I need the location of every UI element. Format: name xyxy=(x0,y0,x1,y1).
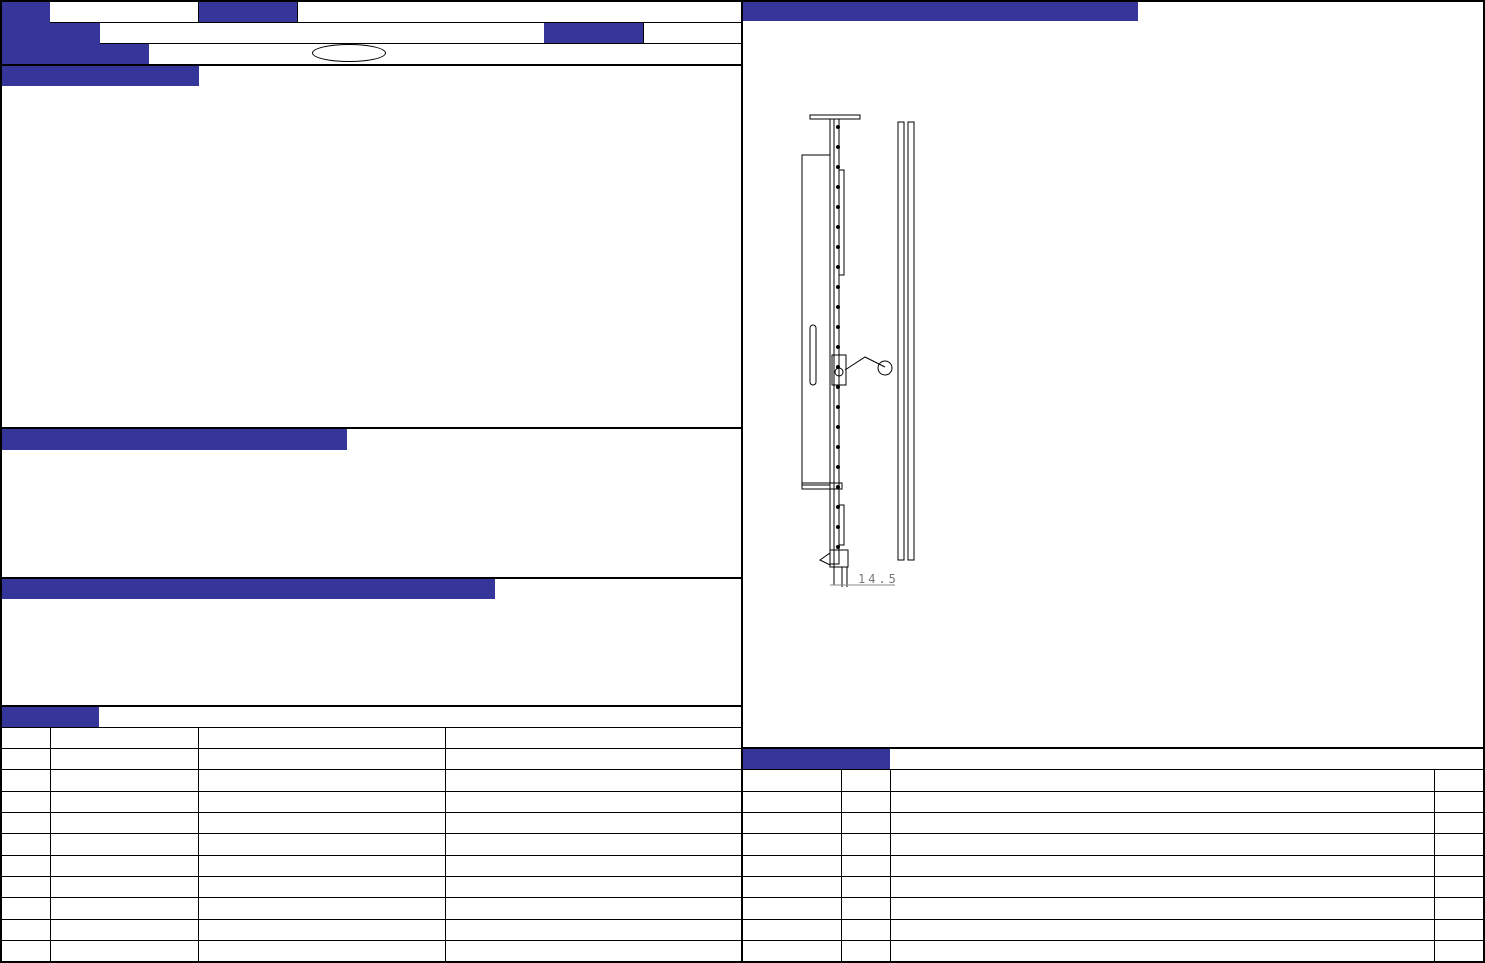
grid-line xyxy=(0,812,742,813)
gauge-drawing: 14.5 xyxy=(801,114,915,587)
hole-mark xyxy=(836,205,840,209)
hole-mark xyxy=(836,325,840,329)
grid-line xyxy=(445,727,446,963)
hole-mark xyxy=(836,505,840,509)
hole-mark xyxy=(836,265,840,269)
grid-line xyxy=(0,897,742,898)
header-label-cell xyxy=(544,22,643,43)
section-header xyxy=(2,579,495,599)
drawing-header xyxy=(743,2,1138,21)
hole-mark xyxy=(836,345,840,349)
grid-line xyxy=(50,727,51,963)
grid-line xyxy=(742,769,1485,770)
grid-line xyxy=(0,876,742,877)
hole-mark xyxy=(836,145,840,149)
grid-line xyxy=(742,855,1485,856)
grid-line xyxy=(742,897,1485,898)
grid-line xyxy=(742,791,1485,792)
grid-line xyxy=(841,769,842,963)
dimension-label: 14.5 xyxy=(858,572,899,586)
grid-line xyxy=(1434,769,1435,963)
grid-line xyxy=(742,812,1485,813)
hole-mark xyxy=(836,485,840,489)
section-header xyxy=(2,429,347,450)
grid-line xyxy=(742,919,1485,920)
grid-line xyxy=(198,727,199,963)
hole-mark xyxy=(836,305,840,309)
hole-mark xyxy=(836,425,840,429)
grid-line xyxy=(0,855,742,856)
hole-mark xyxy=(836,225,840,229)
grid-line xyxy=(742,833,1485,834)
hole-mark xyxy=(836,185,840,189)
hole-mark xyxy=(836,445,840,449)
grid-line xyxy=(0,769,742,770)
grid-line xyxy=(0,791,742,792)
header-label-cell xyxy=(198,2,297,22)
mark-oval xyxy=(312,44,386,62)
grid-line xyxy=(890,769,891,963)
hole-mark xyxy=(836,245,840,249)
hole-mark xyxy=(836,465,840,469)
hole-mark xyxy=(836,385,840,389)
grid-line xyxy=(0,748,742,749)
header-label-cell xyxy=(2,43,149,64)
grid-line xyxy=(0,940,742,941)
grid-line xyxy=(0,919,742,920)
grid-line xyxy=(742,876,1485,877)
hole-mark xyxy=(836,125,840,129)
center-divider xyxy=(741,0,743,963)
section-header xyxy=(2,66,199,86)
hole-mark xyxy=(836,545,840,549)
table-header xyxy=(743,749,890,769)
hole-mark xyxy=(836,365,840,369)
grid-line xyxy=(742,940,1485,941)
table-header xyxy=(2,707,99,727)
grid-line xyxy=(0,833,742,834)
header-label-cell xyxy=(2,22,100,43)
grid-line xyxy=(0,727,742,728)
hole-mark xyxy=(836,285,840,289)
hole-mark xyxy=(836,405,840,409)
hole-mark xyxy=(836,165,840,169)
hole-mark xyxy=(836,525,840,529)
